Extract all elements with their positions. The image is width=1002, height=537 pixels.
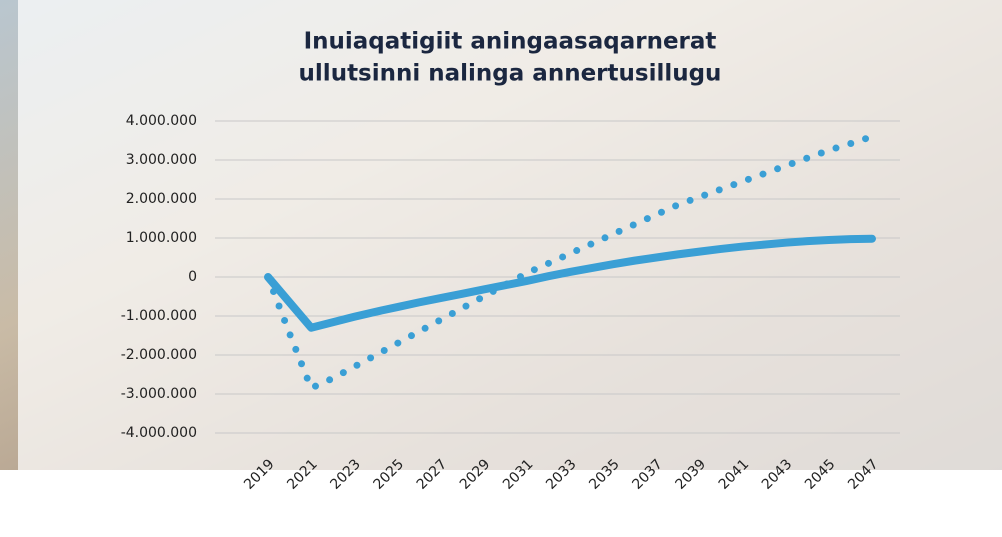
y-tick-label: -2.000.000 <box>121 347 197 363</box>
y-tick-label: -3.000.000 <box>121 386 197 402</box>
panel <box>18 470 1002 533</box>
y-tick-label: 3.000.000 <box>126 152 197 168</box>
y-tick-label: 4.000.000 <box>126 113 197 129</box>
chart-title: Inuiaqatigiit aningaasaqarnerat <box>304 29 717 55</box>
y-tick-label: 1.000.000 <box>126 230 197 246</box>
series-line <box>264 234 876 332</box>
y-tick-label: -4.000.000 <box>121 425 197 441</box>
overlay <box>18 0 1002 470</box>
y-tick-label: 0 <box>188 269 197 285</box>
series-line <box>264 133 876 392</box>
y-tick-label: 2.000.000 <box>126 191 197 207</box>
chart-title: ullutsinni nalinga annertusillugu <box>299 61 722 87</box>
y-tick-label: -1.000.000 <box>121 308 197 324</box>
